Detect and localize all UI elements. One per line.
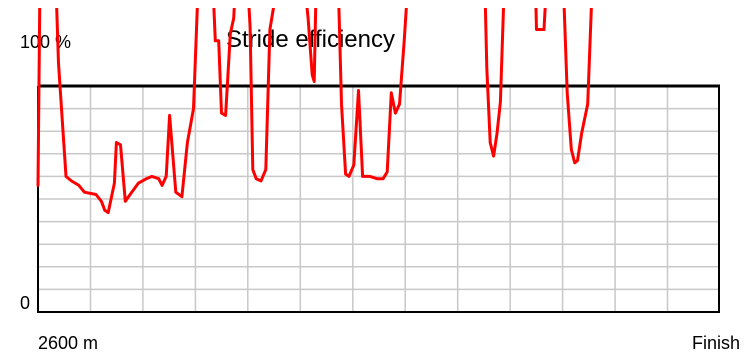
y-tick-label-bottom: 0 bbox=[20, 293, 30, 313]
y-tick-label-top: 100 % bbox=[20, 32, 71, 52]
x-tick-label-left: 2600 m bbox=[38, 333, 98, 353]
x-tick-label-right: Finish bbox=[692, 333, 740, 353]
series-layer bbox=[36, 8, 593, 215]
series-line-stride-efficiency bbox=[36, 8, 593, 215]
grid-lines bbox=[38, 86, 720, 312]
